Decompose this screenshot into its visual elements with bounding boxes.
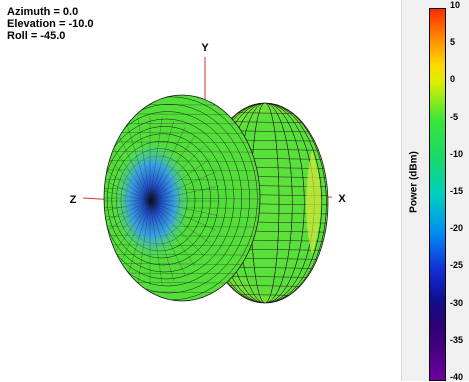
mesh-line (149, 121, 175, 202)
colorbar-tick-label: -30 (450, 297, 464, 308)
mesh-line (104, 200, 151, 244)
mesh-line (125, 200, 151, 281)
colorbar-tick-label: -25 (450, 260, 464, 271)
mesh-line (104, 122, 260, 125)
colorbar-tick-label: 10 (450, 0, 461, 10)
z-axis-label: Z (70, 194, 77, 206)
mesh-line (149, 127, 186, 202)
mesh-line (149, 200, 175, 281)
mesh-line (149, 200, 219, 217)
y-axis-label: Y (201, 42, 209, 54)
left-lobe (103, 94, 261, 302)
colorbar-label: Power (dBm) (408, 151, 420, 213)
colorbar-tick-label: -15 (450, 186, 464, 196)
mesh-line (149, 158, 211, 202)
mesh-line (104, 103, 250, 294)
mesh-line (149, 200, 186, 275)
mesh-line (125, 121, 151, 202)
azimuth-readout: Azimuth = 0.0 (7, 6, 79, 18)
colorbar-tick-label: -10 (450, 148, 464, 159)
mesh-line (137, 200, 151, 285)
radiation-pattern-plot[interactable]: Y X Z (0, 0, 402, 381)
colorbar (429, 8, 446, 381)
colorbar-tick-label: 0 (450, 74, 456, 85)
colorbar-tick-label: -40 (450, 372, 464, 382)
roll-readout: Roll = -45.0 (7, 30, 66, 42)
mesh-line (149, 146, 204, 202)
colorbar-tick-label: -35 (450, 334, 464, 345)
mesh-line (149, 200, 211, 244)
mesh-line (149, 171, 216, 202)
mesh-line (149, 200, 196, 267)
mesh-line (104, 171, 151, 202)
mesh-line (149, 185, 219, 202)
mesh-line (149, 117, 163, 202)
colorbar-tick-label: -5 (450, 111, 459, 122)
mesh-line (104, 141, 260, 144)
x-axis-label: X (338, 193, 346, 205)
mesh-line (114, 127, 151, 202)
mesh-line (104, 126, 227, 273)
mesh-line (149, 200, 163, 285)
mesh-line (104, 263, 260, 265)
mesh-line (104, 253, 260, 256)
mesh-line (104, 200, 151, 217)
null-region (114, 140, 190, 260)
mesh-line (104, 132, 260, 134)
mesh-line (137, 117, 151, 202)
mesh-line (149, 135, 196, 202)
mesh-line (104, 200, 151, 231)
mesh-line (104, 158, 151, 202)
colorbar-tick-label: 5 (450, 37, 456, 48)
right-lobe-yellow-rim (306, 150, 321, 255)
elevation-readout: Elevation = -10.0 (7, 18, 94, 30)
mesh-line (106, 133, 219, 266)
mesh-line (149, 200, 204, 256)
mesh-line (104, 185, 151, 202)
mesh-line (149, 200, 216, 231)
colorbar-tick-label: -20 (450, 223, 464, 234)
